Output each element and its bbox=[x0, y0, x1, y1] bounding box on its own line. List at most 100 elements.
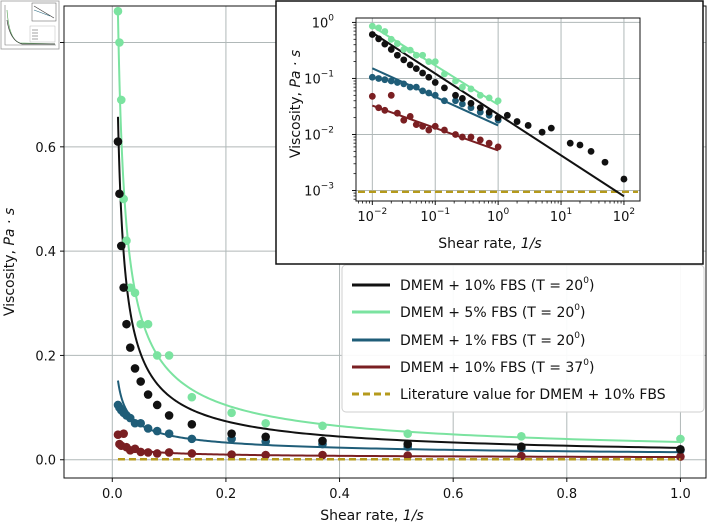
inset-point-dmem-5-20 bbox=[412, 51, 420, 59]
inset-point-dmem-1-20 bbox=[458, 100, 466, 108]
main-point-dmem-5-20 bbox=[517, 431, 526, 441]
main-fit-dmem-10-20 bbox=[116, 116, 681, 449]
inset-point-dmem-1-20 bbox=[425, 89, 433, 97]
inset-point-dmem-10-37 bbox=[452, 131, 459, 138]
inset-point-dmem-1-20 bbox=[412, 83, 420, 91]
main-x-ticks: 0.0 0.2 0.4 0.6 0.8 1.0 bbox=[102, 478, 691, 502]
inset-point-dmem-10-20 bbox=[431, 79, 439, 86]
legend-label-dmem-10-37: DMEM + 10% FBS (T = 370) bbox=[400, 358, 594, 376]
main-point-dmem-10-20 bbox=[122, 319, 131, 329]
legend-label-dmem-5-20: DMEM + 5% FBS (T = 200) bbox=[400, 303, 586, 321]
main-point-dmem-10-37 bbox=[676, 452, 685, 461]
main-point-dmem-5-20 bbox=[136, 319, 145, 329]
inset-point-dmem-10-20 bbox=[452, 91, 459, 99]
legend: DMEM + 10% FBS (T = 200) DMEM + 5% FBS (… bbox=[341, 264, 705, 413]
inset-y-axis-label: Viscosity, Pa · s bbox=[288, 50, 304, 158]
main-y-tick-label: 0.2 bbox=[35, 349, 56, 364]
main-point-dmem-10-37 bbox=[136, 447, 145, 457]
inset-point-dmem-10-20 bbox=[503, 111, 511, 119]
main-x-tick-label: 0.2 bbox=[216, 487, 237, 502]
inset-point-dmem-5-20 bbox=[381, 28, 389, 35]
inset-point-dmem-10-20 bbox=[476, 104, 484, 112]
main-point-dmem-10-20 bbox=[113, 137, 123, 146]
main-point-dmem-10-20 bbox=[164, 411, 174, 420]
inset-point-dmem-5-20 bbox=[476, 91, 484, 99]
main-point-dmem-5-20 bbox=[676, 434, 685, 444]
legend-entry-dmem-10-20: DMEM + 10% FBS (T = 200) bbox=[352, 276, 594, 294]
inset-point-dmem-10-37 bbox=[425, 126, 433, 134]
inset-point-dmem-1-20 bbox=[387, 77, 395, 85]
inset-point-dmem-10-37 bbox=[485, 139, 493, 147]
inset-point-dmem-10-37 bbox=[381, 106, 389, 114]
main-point-dmem-10-37 bbox=[143, 448, 153, 457]
inset-point-dmem-5-20 bbox=[393, 40, 401, 47]
inset-point-dmem-10-20 bbox=[419, 69, 427, 77]
inset-point-dmem-10-20 bbox=[387, 46, 395, 53]
main-point-dmem-10-20 bbox=[143, 390, 153, 399]
main-point-dmem-5-20 bbox=[116, 95, 126, 105]
main-point-dmem-10-20 bbox=[187, 419, 197, 429]
main-x-tick-label: 0.6 bbox=[443, 487, 464, 502]
inset-point-dmem-10-20 bbox=[412, 65, 420, 72]
main-point-dmem-1-20 bbox=[164, 429, 174, 438]
inset-point-dmem-10-20 bbox=[547, 124, 555, 132]
main-point-dmem-10-20 bbox=[318, 436, 327, 446]
inset-point-dmem-10-20 bbox=[375, 35, 383, 43]
main-point-dmem-10-20 bbox=[403, 439, 413, 449]
main-point-dmem-10-37 bbox=[164, 448, 174, 457]
main-point-dmem-10-20 bbox=[517, 442, 526, 452]
inset-point-dmem-10-20 bbox=[513, 118, 521, 125]
inset-point-dmem-5-20 bbox=[375, 24, 383, 32]
inset-point-dmem-10-37 bbox=[375, 104, 383, 112]
legend-box bbox=[341, 264, 705, 413]
main-point-dmem-10-20 bbox=[125, 343, 135, 352]
inset-point-dmem-10-20 bbox=[393, 51, 401, 59]
main-point-dmem-10-37 bbox=[403, 451, 413, 460]
inset-point-dmem-5-20 bbox=[441, 70, 448, 78]
main-x-tick-label: 0.8 bbox=[556, 487, 577, 502]
main-point-dmem-5-20 bbox=[227, 408, 236, 418]
main-point-dmem-10-37 bbox=[119, 429, 128, 438]
main-point-dmem-5-20 bbox=[130, 288, 140, 298]
inset-point-dmem-5-20 bbox=[467, 85, 475, 93]
main-point-dmem-1-20 bbox=[152, 426, 162, 436]
main-point-dmem-10-20 bbox=[261, 432, 270, 442]
inset-point-dmem-10-20 bbox=[368, 31, 376, 38]
inset-data-points bbox=[368, 22, 628, 183]
inset-point-dmem-1-20 bbox=[400, 80, 408, 88]
main-point-dmem-10-20 bbox=[136, 377, 145, 386]
main-point-dmem-10-37 bbox=[261, 450, 270, 460]
inset-point-dmem-10-20 bbox=[587, 147, 595, 155]
main-point-dmem-10-20 bbox=[676, 445, 685, 454]
inset-point-dmem-10-20 bbox=[400, 56, 408, 64]
inset-point-dmem-10-20 bbox=[524, 122, 532, 129]
main-point-dmem-5-20 bbox=[261, 418, 270, 428]
legend-entry-dmem-5-20: DMEM + 5% FBS (T = 200) bbox=[352, 303, 586, 321]
legend-label-dmem-1-20: DMEM + 1% FBS (T = 200) bbox=[400, 331, 586, 349]
inset-point-dmem-10-37 bbox=[494, 143, 502, 151]
inset-point-dmem-10-20 bbox=[441, 84, 448, 92]
inset-grid bbox=[356, 18, 640, 201]
main-x-tick-label: 0.4 bbox=[329, 487, 350, 502]
inset-point-dmem-10-37 bbox=[387, 91, 395, 99]
main-point-dmem-10-37 bbox=[318, 450, 327, 460]
inset-point-dmem-1-20 bbox=[419, 87, 427, 95]
inset-point-dmem-1-20 bbox=[375, 75, 383, 82]
inset-point-dmem-5-20 bbox=[387, 35, 395, 43]
main-point-dmem-5-20 bbox=[318, 421, 327, 431]
legend-label-literature: Literature value for DMEM + 10% FBS bbox=[400, 387, 666, 403]
inset-point-dmem-5-20 bbox=[458, 83, 466, 91]
inset-point-dmem-10-20 bbox=[467, 99, 475, 107]
inset-background bbox=[275, 0, 704, 265]
legend-entry-dmem-10-37: DMEM + 10% FBS (T = 370) bbox=[352, 358, 594, 376]
inset-point-dmem-10-37 bbox=[400, 116, 408, 124]
inset-point-dmem-5-20 bbox=[400, 46, 408, 53]
inset-point-dmem-5-20 bbox=[368, 22, 376, 30]
main-point-dmem-5-20 bbox=[143, 319, 153, 329]
main-point-dmem-5-20 bbox=[113, 6, 123, 16]
main-data-points bbox=[113, 6, 685, 461]
inset-point-dmem-1-20 bbox=[393, 79, 401, 86]
inset-point-dmem-10-37 bbox=[458, 133, 466, 141]
